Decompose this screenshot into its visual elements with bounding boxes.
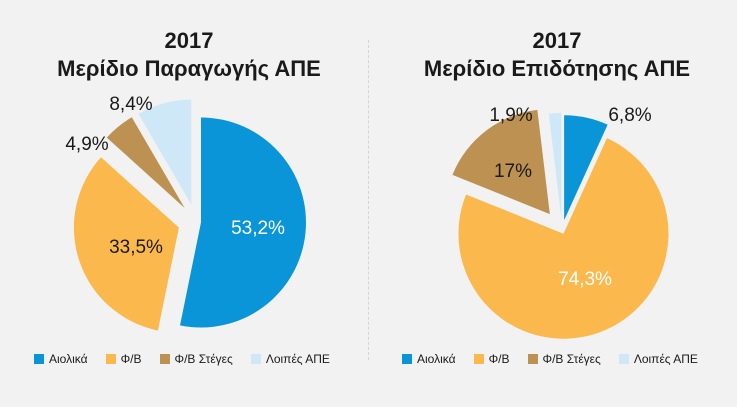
pie-slice-fb-steges bbox=[106, 117, 185, 209]
legend-swatch bbox=[527, 354, 538, 364]
legend-swatch bbox=[159, 354, 170, 364]
data-label-fb: 33,5% bbox=[109, 237, 163, 258]
legend-swatch bbox=[34, 354, 44, 364]
left-chart-subtitle: Μερίδιο Παραγωγής ΑΠΕ bbox=[57, 56, 321, 81]
right-chart-subtitle: Μερίδιο Επιδότησης ΑΠΕ bbox=[423, 56, 691, 81]
legend-swatch bbox=[105, 354, 116, 364]
legend-item-fb: Φ/Β bbox=[473, 352, 510, 366]
data-label-loipes: 8,4% bbox=[109, 94, 152, 115]
legend-swatch bbox=[402, 354, 412, 364]
pie-slice-fb bbox=[73, 157, 179, 331]
data-label-loipes: 1,9% bbox=[489, 105, 532, 126]
legend-item-aiolika: Αιολικά bbox=[34, 352, 88, 366]
pie-slice-aiolika bbox=[564, 115, 608, 221]
legend-item-loipes: Λοιπές ΑΠΕ bbox=[618, 352, 698, 366]
pie-slice-aiolika bbox=[180, 117, 306, 328]
legend-item-aiolika: Αιολικά bbox=[402, 352, 456, 366]
legend-swatch bbox=[473, 354, 484, 364]
left-legend: Αιολικά Φ/Β Φ/Β Στέγες Λοιπές ΑΠΕ bbox=[34, 352, 330, 366]
legend-label: Αιολικά bbox=[417, 352, 456, 366]
legend-label: Φ/Β bbox=[120, 352, 142, 366]
legend-swatch bbox=[618, 354, 629, 364]
legend-label: Λοιπές ΑΠΕ bbox=[633, 352, 698, 366]
right-chart-title: 2017 bbox=[532, 28, 582, 53]
pie-slice-fb-steges bbox=[452, 109, 550, 215]
legend-item-fb: Φ/Β bbox=[105, 352, 142, 366]
legend-label: Φ/Β Στέγες bbox=[542, 352, 601, 366]
chart-divider bbox=[368, 40, 369, 360]
legend-item-fb-steges: Φ/Β Στέγες bbox=[527, 352, 601, 366]
legend-item-loipes: Λοιπές ΑΠΕ bbox=[250, 352, 330, 366]
legend-swatch bbox=[250, 354, 261, 364]
legend-label: Λοιπές ΑΠΕ bbox=[265, 352, 330, 366]
legend-label: Αιολικά bbox=[49, 352, 88, 366]
data-label-fb-steges: 4,9% bbox=[65, 134, 108, 155]
left-chart-title: 2017 bbox=[164, 28, 214, 53]
pie-slice-loipes bbox=[548, 113, 562, 219]
legend-item-fb-steges: Φ/Β Στέγες bbox=[159, 352, 233, 366]
pie-slice-fb bbox=[458, 138, 669, 339]
pie-slice-loipes bbox=[138, 99, 192, 205]
right-legend: Αιολικά Φ/Β Φ/Β Στέγες Λοιπές ΑΠΕ bbox=[402, 352, 698, 366]
data-label-fb: 74,3% bbox=[558, 269, 612, 290]
legend-label: Φ/Β Στέγες bbox=[174, 352, 233, 366]
data-label-aiolika: 6,8% bbox=[608, 105, 651, 126]
data-label-aiolika: 53,2% bbox=[231, 218, 285, 239]
data-label-fb-steges: 17% bbox=[494, 161, 532, 182]
legend-label: Φ/Β bbox=[488, 352, 510, 366]
